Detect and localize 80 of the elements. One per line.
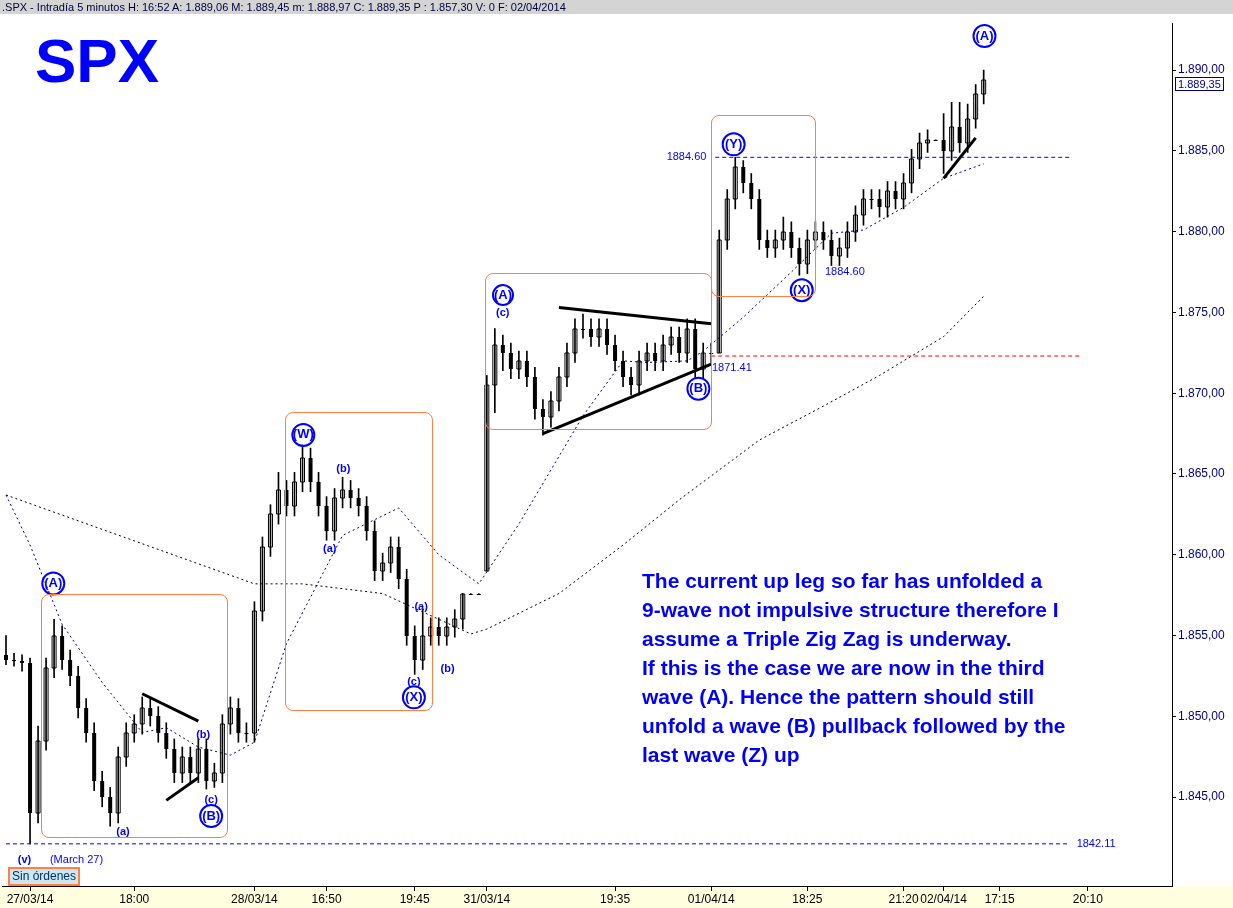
- x-tick-label: 17:15: [984, 891, 1016, 906]
- candlestick: [20, 654, 25, 672]
- ref-line-label: 1884.60: [666, 150, 707, 163]
- candlestick: [716, 229, 722, 354]
- annotation: (B): [689, 380, 708, 396]
- y-tick-label: 1.870,00: [1178, 385, 1226, 400]
- chart-subtitle: .SPX - Intradía 5 minutos H: 16:52 A: 1.889,06 M: 1.889,45 m: 1.888,97 C: 1.889,35 P : 1.857,30 V: 0 F: 02/04/2014: [0, 0, 1233, 14]
- candlestick: [123, 722, 129, 767]
- x-tick-label: 18:00: [119, 891, 150, 906]
- x-tick-label: 19:45: [399, 891, 431, 906]
- y-tick-label: 1.875,00: [1178, 304, 1226, 319]
- candlestick: [51, 619, 57, 678]
- ref-line-label: 1842.11: [1076, 836, 1116, 849]
- x-tick-label: 20:10: [1072, 891, 1104, 906]
- annotation: (a): [414, 599, 429, 612]
- y-tick-label: 1.890,00: [1178, 62, 1226, 77]
- y-tick-label: 1.865,00: [1178, 466, 1226, 481]
- candlestick: [732, 156, 738, 210]
- x-tick-label: 01/04/14: [687, 891, 735, 906]
- candlestick: [179, 746, 185, 783]
- candlestick: [772, 229, 778, 258]
- candlestick: [35, 725, 41, 824]
- candlestick: [43, 657, 49, 751]
- y-tick-label: 1.850,00: [1178, 708, 1226, 723]
- annotation: (W): [292, 426, 314, 442]
- annotation: The current up leg so far has unfolded a 9-wave not impulsive structure therefore I assume a Triple Zig Zag is underway. If this is the case we are now in the third wave (A). Hence the pattern should still unfold a wave (B) pullback followed by the last wave (Z) up: [642, 568, 1066, 768]
- annotation: (b): [336, 462, 351, 475]
- candlestick: [572, 318, 578, 363]
- candlestick: [580, 313, 585, 339]
- candlestick: [724, 189, 730, 250]
- candlestick: [596, 318, 602, 347]
- candlestick: [644, 342, 650, 371]
- candlestick: [564, 342, 570, 388]
- x-tick-label: 02/04/14: [920, 891, 968, 906]
- x-tick-label: 18:25: [792, 891, 823, 906]
- y-tick-label: 1.855,00: [1178, 627, 1226, 642]
- annotation: (a): [323, 542, 337, 555]
- annotation: (b): [440, 662, 455, 675]
- y-tick-label: 1.885,00: [1178, 143, 1226, 158]
- annotation: (A): [975, 27, 994, 43]
- candlestick: [131, 714, 137, 743]
- candlestick: [556, 367, 562, 412]
- candlestick: [484, 375, 490, 572]
- candlestick: [500, 334, 505, 371]
- x-tick-label: 28/03/14: [231, 891, 279, 906]
- annotation: (March 27): [49, 853, 104, 866]
- annotation: (c): [407, 675, 421, 688]
- candlestick: [4, 635, 9, 665]
- annotation: (a): [116, 825, 131, 838]
- annotation: (b): [196, 728, 211, 740]
- annotation: Sin órdenes: [8, 867, 81, 886]
- candlestick: [492, 328, 498, 413]
- candlestick: [516, 350, 522, 379]
- candlestick: [12, 653, 17, 667]
- annotation: (c): [204, 793, 219, 806]
- annotation: (Y): [724, 135, 743, 151]
- candlestick: [548, 391, 554, 428]
- text: 1.889,35: [1175, 77, 1224, 91]
- x-tick-label: 27/03/14: [6, 891, 54, 906]
- annotation: (A): [492, 284, 514, 306]
- annotation: (B): [202, 807, 221, 823]
- candlestick: [115, 746, 121, 824]
- annotation: (c): [496, 306, 510, 319]
- candlestick: [460, 593, 466, 630]
- annotation: (X): [405, 688, 423, 704]
- candlestick: [660, 334, 666, 371]
- y-tick-label: 1.845,00: [1178, 789, 1226, 804]
- annotation: (A): [44, 574, 63, 590]
- x-tick-label: 19:35: [600, 891, 631, 906]
- x-tick-label: 16:50: [311, 891, 342, 906]
- y-tick-label: 1.880,00: [1178, 223, 1226, 238]
- x-tick-label: 21:20: [888, 891, 919, 906]
- candlestick: [668, 326, 674, 355]
- candlestick: [981, 69, 987, 105]
- x-tick-label: 31/03/14: [463, 891, 511, 906]
- y-tick-label: 1.860,00: [1178, 547, 1226, 562]
- chart-title: SPX: [35, 26, 160, 95]
- annotation: 1884.60: [825, 265, 865, 278]
- annotation: (v): [17, 853, 32, 866]
- annotation: 1871.41: [712, 361, 752, 374]
